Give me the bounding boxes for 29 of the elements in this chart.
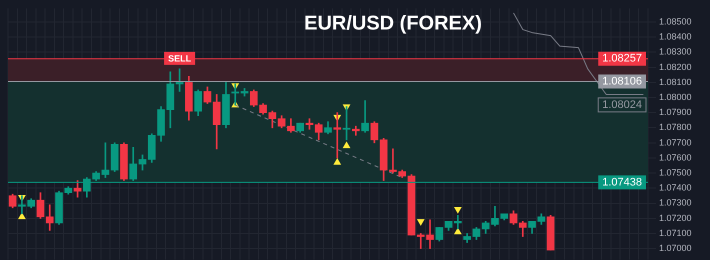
y-tick-label: 1.08500 <box>659 16 692 26</box>
point <box>454 207 462 214</box>
point <box>454 228 462 234</box>
point <box>417 219 424 226</box>
y-tick-label: 1.07900 <box>659 107 692 118</box>
point <box>18 212 26 220</box>
y-tick-label: 1.08400 <box>659 32 692 42</box>
y-tick-label: 1.07100 <box>659 228 692 238</box>
annotation: SELL <box>168 53 192 64</box>
y-tick-label: 1.07500 <box>659 168 692 178</box>
annotation: 1.08024 <box>602 98 642 111</box>
y-tick-label: 1.07700 <box>659 137 692 148</box>
ref-line-label: 1.07438 <box>602 176 642 188</box>
y-tick-label: 1.07400 <box>659 182 692 193</box>
y-tick-label: 1.07300 <box>659 198 692 208</box>
y-tick-label: 1.08000 <box>659 92 692 102</box>
y-tick-label: 1.07800 <box>659 122 692 132</box>
chart-title: EUR/USD (FOREX) <box>304 12 482 35</box>
y-tick-label: 1.07600 <box>659 152 692 162</box>
y-tick-label: 1.08200 <box>659 62 692 72</box>
ref-line-label: 1.08257 <box>602 52 642 65</box>
ref-line-label: 1.08106 <box>602 76 642 88</box>
point <box>343 142 350 148</box>
y-tick-label: 1.08100 <box>659 76 692 87</box>
y-tick-label: 1.07200 <box>659 212 692 223</box>
point <box>334 158 341 165</box>
candlestick <box>342 106 350 140</box>
y-tick-label: 1.08300 <box>659 46 692 57</box>
y-tick-label: 1.07000 <box>659 243 692 254</box>
